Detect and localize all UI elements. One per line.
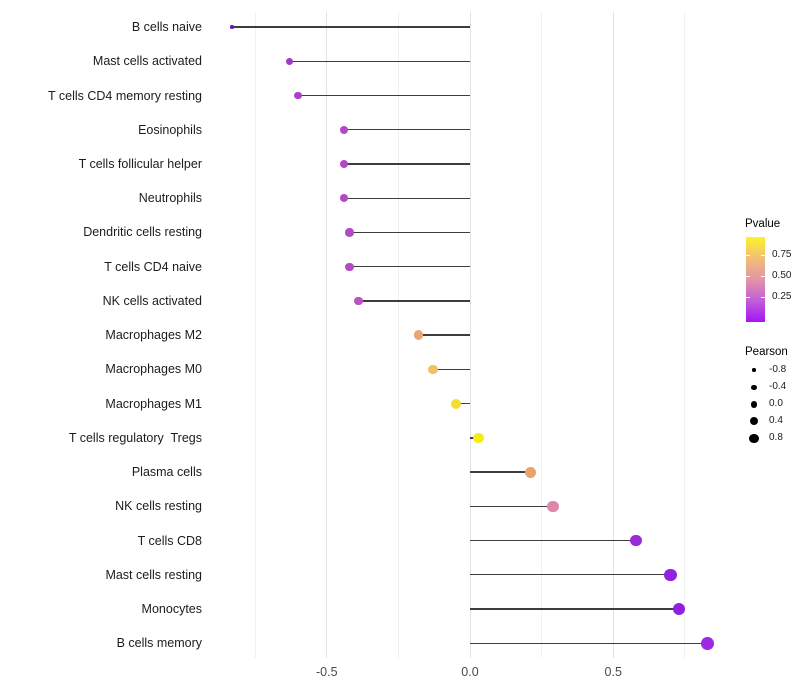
category-label: NK cells resting [115,499,202,514]
x-axis-tick-label: 0.5 [604,665,622,679]
lollipop-dot [339,159,349,169]
x-axis-tick-label: -0.5 [315,665,338,679]
lollipop-dot [294,91,302,100]
category-label: T cells CD4 naive [104,259,202,274]
pearson-size-key-label: 0.0 [769,398,783,410]
lollipop-stick [343,163,470,165]
pvalue-legend-title: Pvalue [745,218,781,230]
lollipop-stick [289,60,470,63]
lollipop-dot [353,296,363,306]
lollipop-stick [432,368,470,371]
lollipop-dot [672,602,686,616]
lollipop-dot [339,125,349,134]
pvalue-tick-mark [761,276,765,277]
pearson-size-key-label: -0.8 [769,364,787,375]
lollipop-dot [285,57,294,66]
category-label: T cells CD8 [137,533,202,548]
lollipop-dot [339,194,349,203]
pearson-size-key-dot [751,384,757,390]
pvalue-tick-mark [746,255,750,256]
minor-gridline [541,12,543,658]
category-label: B cells naive [131,20,202,35]
category-label: Neutrophils [138,191,202,206]
category-label: Mast cells activated [92,54,202,69]
lollipop-stick [455,402,470,405]
lollipop-dot [664,568,677,581]
lollipop-dot [524,466,536,478]
lollipop-dot [473,432,484,444]
lollipop-stick [343,197,470,199]
category-label: B cells memory [116,636,202,651]
pearson-size-key-dot [752,368,756,372]
pearson-size-key-dot [749,433,759,443]
pvalue-tick-mark [761,255,765,256]
pvalue-tick-label: 0.50 [772,270,792,281]
pvalue-tick-mark [761,297,765,298]
category-label: Monocytes [141,602,202,616]
lollipop-stick [343,129,470,131]
lollipop-dot [345,262,354,271]
minor-gridline [684,12,686,658]
category-label: Macrophages M2 [105,328,202,343]
legend: Pvalue 0.75 0.50 0.25 Pearson -0.8 -0.4 0.0 0… [745,218,800,458]
pearson-size-key-label: 0.8 [769,432,783,444]
lollipop-stick [358,300,470,302]
lollipop-dot [547,500,559,512]
lollipop-stick [418,334,470,336]
lollipop-stick [470,608,680,610]
lollipop-stick [232,26,470,28]
minor-gridline [254,12,256,658]
lollipop-dot [450,398,461,409]
pvalue-tick-label: 0.25 [772,291,792,302]
pearson-legend-title: Pearson [745,346,788,358]
pvalue-tick-label: 0.75 [772,249,792,260]
pvalue-tick-mark [746,276,750,277]
lollipop-dot [701,636,715,650]
lollipop-dot [427,364,438,375]
lollipop-stick [349,266,470,268]
pvalue-tick-mark [746,297,750,298]
lollipop-stick [470,642,708,644]
major-gridline [469,12,471,658]
lollipop-dot [230,25,234,29]
lollipop-stick [470,539,637,542]
minor-gridline [397,12,399,658]
pearson-size-key-dot [749,417,759,426]
x-axis-tick-label: 0.0 [461,665,479,679]
category-label: Dendritic cells resting [83,225,202,240]
lollipop-stick [470,574,671,576]
category-label: Plasma cells [131,465,202,480]
lollipop-dot [413,330,424,340]
category-label: T cells follicular helper [78,157,202,172]
lollipop-dot [630,534,643,547]
pearson-size-key-label: 0.4 [769,415,783,427]
lollipop-dot [345,228,354,237]
major-gridline [326,12,328,658]
category-label: Macrophages M0 [105,362,202,377]
category-label: Mast cells resting [105,567,202,582]
lollipop-stick [470,471,531,473]
lollipop-stick [349,231,470,234]
major-gridline [612,12,614,658]
pvalue-colorbar [746,237,765,322]
category-label: NK cells activated [102,293,202,308]
category-label: Eosinophils [138,122,202,137]
category-label: T cells CD4 memory resting [48,88,202,103]
pearson-size-key-dot [750,400,758,408]
lollipop-stick [470,505,554,507]
lollipop-stick [298,94,470,97]
category-label: T cells regulatory Tregs [68,430,202,445]
category-label: Macrophages M1 [105,396,202,411]
pearson-size-key-label: -0.4 [769,381,787,393]
